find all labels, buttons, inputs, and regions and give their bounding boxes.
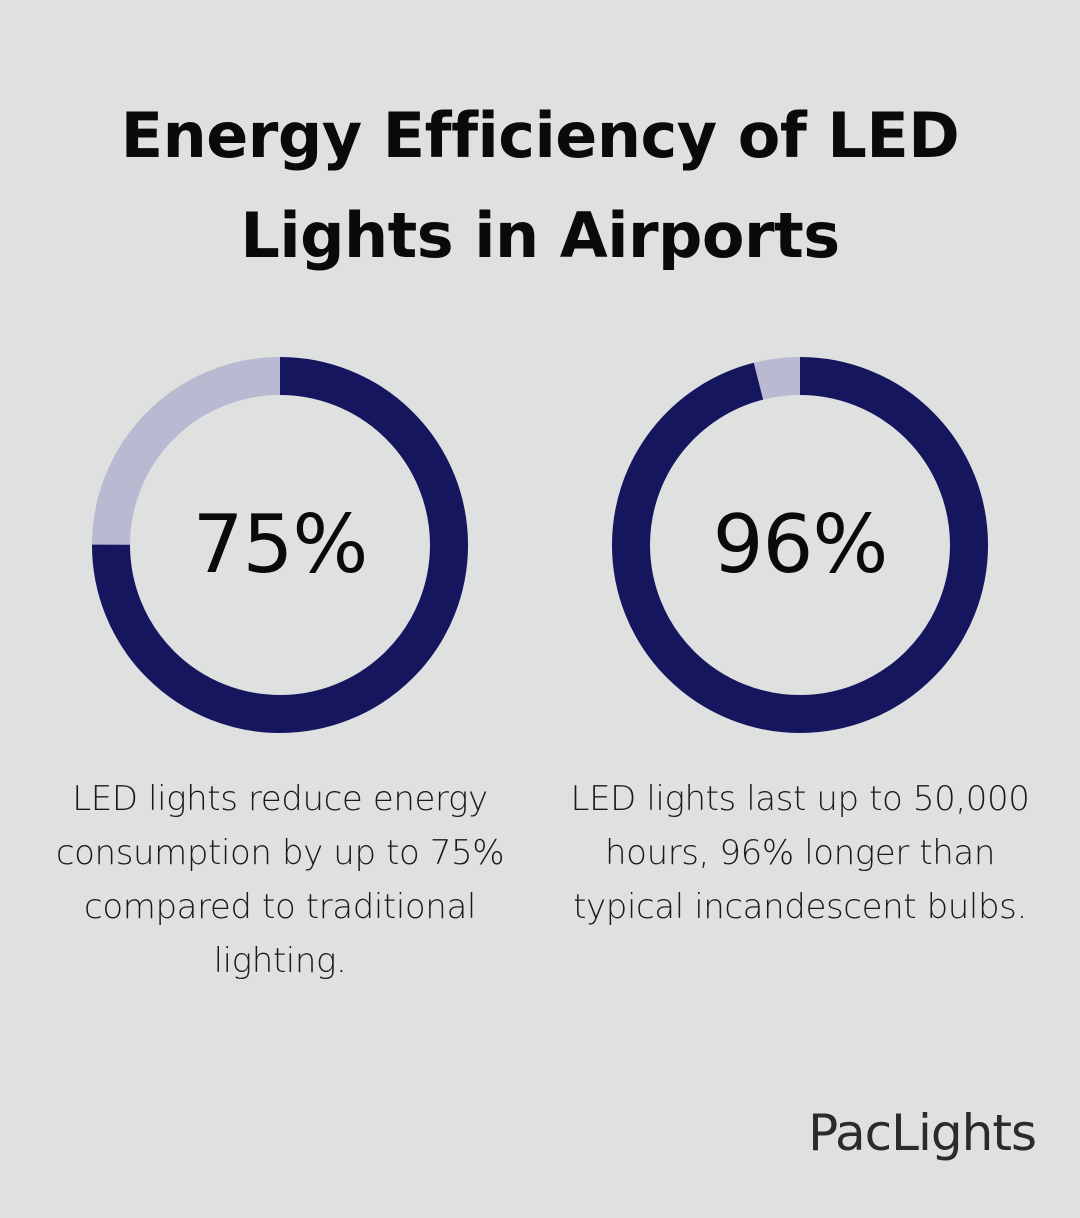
donut-chart: 96% — [610, 355, 990, 735]
donut-value-arc — [92, 357, 468, 733]
donut-svg — [612, 357, 988, 733]
donut-svg — [92, 357, 468, 733]
page-title: Energy Efficiency of LED Lights in Airpo… — [120, 99, 960, 272]
donut-value-arc — [612, 357, 988, 733]
donut-value-label: 75% — [192, 498, 369, 591]
donut-chart: 75% — [90, 355, 470, 735]
brand-logo: PacLights — [808, 1104, 1037, 1162]
stat-caption: LED lights reduce energy consumption by … — [55, 779, 505, 981]
stat-caption: LED lights last up to 50,000 hours, 96% … — [570, 779, 1030, 927]
donut-value-label: 96% — [712, 498, 889, 591]
